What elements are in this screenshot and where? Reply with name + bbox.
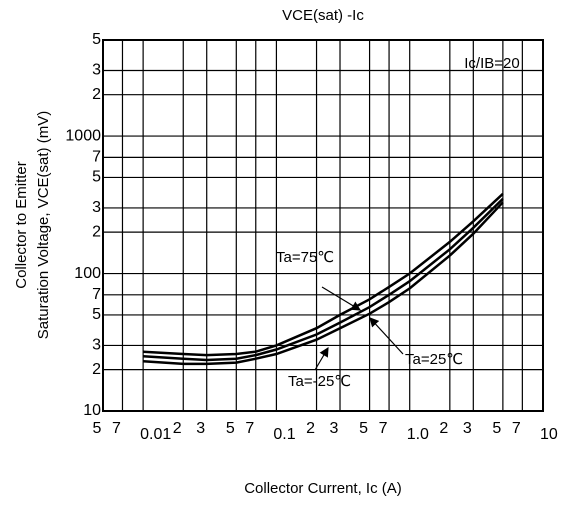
arrow: [314, 346, 329, 371]
y-tick-label: 2: [92, 223, 101, 240]
x-tick-label: 7: [245, 420, 254, 437]
chart-title: VCE(sat) -Ic: [282, 7, 364, 24]
y-tick-label: 2: [92, 86, 101, 103]
x-tick-label: 5: [226, 420, 235, 437]
y-tick-label: 7: [92, 286, 101, 303]
x-tick-label: 1.0: [407, 426, 429, 443]
x-tick-label: 7: [379, 420, 388, 437]
x-tick-label: 0.1: [273, 426, 295, 443]
x-tick-label: 5: [492, 420, 501, 437]
y-axis-label: Saturation Voltage, VCE(sat) (mV): [35, 111, 52, 339]
y-axis-label: Collector to Emitter: [13, 161, 30, 289]
y-tick-label: 1000: [65, 127, 101, 144]
y-tick-label: 2: [92, 361, 101, 378]
y-tick-label: 10: [83, 402, 101, 419]
line: [143, 197, 504, 362]
series-label: Ta=25℃: [405, 351, 463, 368]
x-tick-label: 5: [359, 420, 368, 437]
x-tick-label: 3: [330, 420, 339, 437]
series-label: Ta=75℃: [276, 249, 334, 266]
x-tick-label: 2: [439, 420, 448, 437]
x-tick-label: 3: [196, 420, 205, 437]
x-tick-label: 5: [93, 420, 102, 437]
y-tick-label: 3: [92, 199, 101, 216]
y-tick-label: 3: [92, 337, 101, 354]
line: [143, 192, 504, 357]
x-tick-label: 0.01: [140, 426, 171, 443]
annotation: Ic/IB=20: [464, 55, 519, 72]
y-tick-label: 5: [92, 169, 101, 186]
y-tick-label: 5: [92, 31, 101, 48]
x-tick-label: 2: [173, 420, 182, 437]
line: [143, 201, 504, 366]
y-tick-label: 7: [92, 149, 101, 166]
arrow: [369, 317, 404, 355]
x-tick-label: 2: [306, 420, 315, 437]
y-tick-label: 3: [92, 62, 101, 79]
y-tick-label: 100: [74, 265, 101, 282]
x-tick-label: 3: [463, 420, 472, 437]
arrow: [321, 286, 362, 311]
x-tick-label: 7: [112, 420, 121, 437]
x-tick-label: 10: [540, 426, 558, 443]
series-label: Ta=-25℃: [288, 373, 351, 390]
plot-frame: [102, 39, 544, 412]
x-tick-label: 7: [512, 420, 521, 437]
y-tick-label: 5: [92, 306, 101, 323]
x-axis-label: Collector Current, Ic (A): [244, 480, 402, 497]
